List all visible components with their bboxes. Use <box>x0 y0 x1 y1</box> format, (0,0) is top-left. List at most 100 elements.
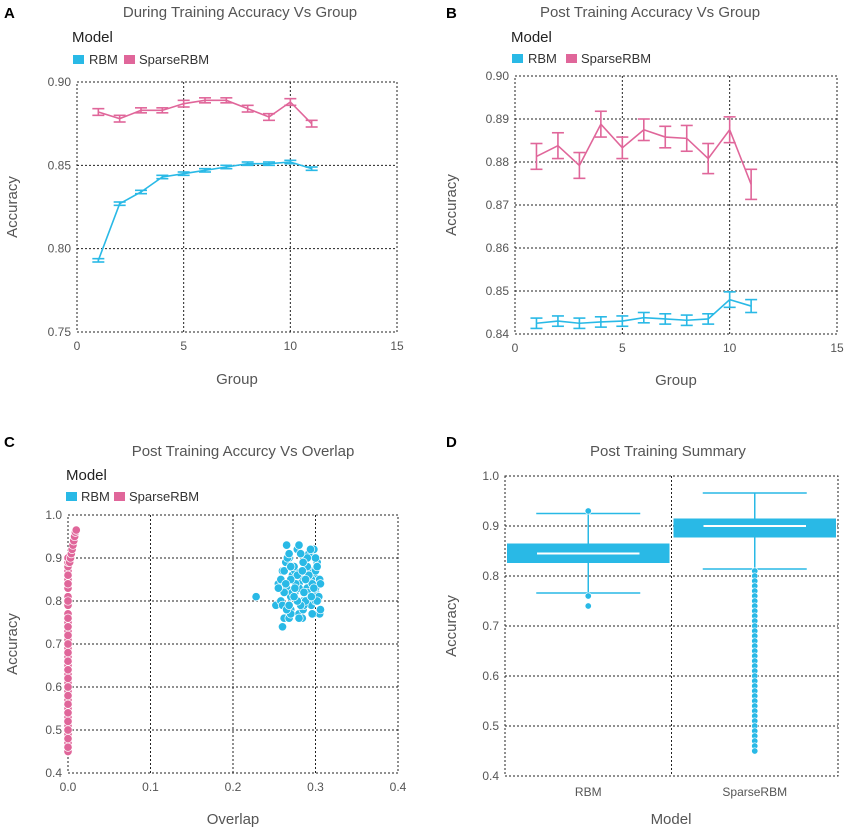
tick-labels: 0.84 0.85 0.86 0.87 0.88 0.89 0.90 0 5 10 15 <box>486 69 844 355</box>
error-bar <box>659 312 672 325</box>
x-axis-label: Group <box>655 372 697 389</box>
legend-swatch-sparse <box>566 54 577 63</box>
scatter-point-rbm <box>306 592 316 602</box>
y-tick-label: 0.9 <box>45 551 62 565</box>
error-bar <box>551 315 564 328</box>
x-tick-label: 15 <box>830 341 844 355</box>
error-bar <box>284 159 297 165</box>
tick-labels: 0.4 0.5 0.6 0.7 0.8 0.9 1.0 0.0 0.1 0.2 0.3 0.4 <box>45 508 406 794</box>
scatter-point-sparserbm <box>63 708 73 718</box>
error-bar <box>135 107 147 114</box>
panel-c: C Post Training Accurcy Vs Overlap Model… <box>4 434 407 828</box>
legend-label-sparse: SparseRBM <box>129 489 199 504</box>
x-tick-label: 15 <box>390 339 404 353</box>
error-bar <box>594 110 607 138</box>
error-bar <box>135 189 147 195</box>
y-tick-label: 0.85 <box>48 158 72 172</box>
scatter-point-sparserbm <box>63 630 73 640</box>
scatter-point-sparserbm <box>63 639 73 649</box>
error-bar <box>263 161 275 167</box>
error-bar <box>113 201 126 207</box>
outlier-point <box>751 747 759 755</box>
legend-label-rbm: RBM <box>528 51 557 66</box>
x-tick-label: 0.2 <box>225 780 242 794</box>
legend-title: Model <box>66 467 107 484</box>
scatter-point-sparserbm <box>63 691 73 701</box>
error-bar <box>594 315 607 328</box>
x-tick-label: 10 <box>284 339 298 353</box>
error-bar <box>637 311 650 324</box>
box-rbm <box>507 507 670 610</box>
data-marks <box>63 525 325 757</box>
legend-sparse[interactable]: SparseRBM <box>114 489 199 504</box>
scatter-point-rbm <box>294 613 304 623</box>
gridlines <box>77 82 397 332</box>
plot-frame <box>76 81 398 333</box>
x-tick-label: 0 <box>74 339 81 353</box>
legend-swatch-rbm <box>66 492 77 501</box>
y-tick-label: 0.88 <box>486 155 510 169</box>
x-tick-label: 5 <box>180 339 187 353</box>
legend-title: Model <box>72 29 113 46</box>
gridlines <box>515 76 837 334</box>
panel-a: A During Training Accuracy Vs Group Mode… <box>4 4 404 388</box>
error-bar <box>220 97 233 104</box>
scatter-point-rbm <box>315 605 325 615</box>
scatter-point-rbm <box>281 579 291 589</box>
y-axis-label: Accuracy <box>443 595 460 657</box>
legend-label-sparse: SparseRBM <box>139 52 209 67</box>
error-bar <box>659 125 672 149</box>
scatter-point-sparserbm <box>63 682 73 692</box>
legend-rbm[interactable]: RBM <box>66 489 110 504</box>
legend-sparse[interactable]: SparseRBM <box>566 51 651 66</box>
y-tick-label: 0.84 <box>486 327 510 341</box>
error-bar <box>305 119 318 128</box>
chart-title: During Training Accuracy Vs Group <box>123 4 357 21</box>
legend-rbm[interactable]: RBM <box>512 51 557 66</box>
x-tick-label: 0 <box>512 341 519 355</box>
scatter-point-sparserbm <box>63 734 73 744</box>
scatter-point-rbm <box>312 562 322 572</box>
error-bar <box>177 99 190 108</box>
error-bar <box>305 166 318 172</box>
error-bar <box>199 97 211 104</box>
error-bar <box>263 112 275 122</box>
chart-title: Post Training Accurcy Vs Overlap <box>132 443 355 460</box>
scatter-point-sparserbm <box>63 613 73 623</box>
x-axis-label: Model <box>651 811 692 828</box>
series-line-rbm <box>97 161 312 261</box>
y-tick-label: 0.8 <box>45 594 62 608</box>
error-bar <box>156 107 169 114</box>
scatter-point-sparserbm <box>63 570 73 580</box>
error-bar <box>92 107 105 117</box>
error-bar <box>199 167 211 173</box>
y-tick-label: 0.5 <box>482 719 499 733</box>
error-bar <box>573 317 586 330</box>
y-tick-label: 0.6 <box>45 680 62 694</box>
error-bar <box>241 161 254 167</box>
y-tick-label: 0.5 <box>45 723 62 737</box>
x-tick-label: SparseRBM <box>722 785 787 799</box>
error-bar <box>220 164 233 170</box>
scatter-point-sparserbm <box>63 725 73 735</box>
x-axis-label: Group <box>216 371 258 388</box>
scatter-point-rbm <box>298 557 308 567</box>
legend-sparse[interactable]: SparseRBM <box>124 52 209 67</box>
error-bar <box>702 142 715 175</box>
scatter-point-sparserbm <box>63 665 73 675</box>
data-marks <box>507 492 836 755</box>
panel-b: B Post Training Accuracy Vs Group Model … <box>443 4 844 389</box>
y-tick-label: 0.90 <box>486 69 510 83</box>
x-tick-label: RBM <box>575 785 602 799</box>
error-bar <box>723 291 736 309</box>
error-bar <box>680 314 693 327</box>
legend-rbm[interactable]: RBM <box>73 52 118 67</box>
legend-label-rbm: RBM <box>81 489 110 504</box>
scatter-point-rbm <box>282 540 292 550</box>
plot-frame <box>514 75 838 335</box>
y-tick-label: 0.87 <box>486 198 510 212</box>
error-bar <box>723 116 736 144</box>
scatter-point-rbm <box>294 540 304 550</box>
scatter-point-sparserbm <box>63 673 73 683</box>
panel-letter: D <box>446 434 457 451</box>
